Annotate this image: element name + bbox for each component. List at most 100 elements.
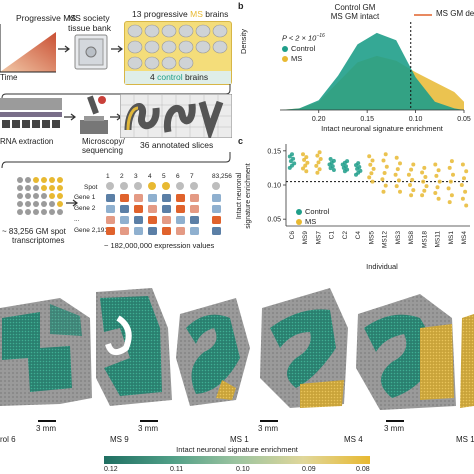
x-tick-label: C2 [342,231,349,240]
expression-label: ~ 182,000,000 expression values [104,241,215,250]
legend-ms-label: MS [291,54,303,63]
legend-c-control-dot [296,209,302,215]
expression-cell [162,194,171,202]
transcriptomes-label-1: ~ 83,256 GM spot [2,227,66,236]
microscope-icon [80,95,108,134]
spot-label: Spot [84,184,98,191]
data-point [446,186,451,191]
data-point [436,196,441,201]
slices-label: 36 annotated slices [140,140,214,150]
x-tick-label: MS12 [382,231,389,248]
expression-cell [106,216,115,224]
data-point [394,184,399,189]
x-tick-label: 0.15 [360,116,374,123]
data-point [305,160,310,165]
data-point [380,177,385,182]
expression-cell [162,205,171,213]
arrow-icon [64,113,76,121]
data-point [460,162,465,167]
data-point [345,167,350,172]
data-point [316,160,321,165]
slice-label-2: MS 9 [110,435,129,444]
slice-label-4: MS 4 [344,435,363,444]
scale-bar-1 [38,420,56,422]
data-point [449,159,454,164]
gene-label: Gene 1 [74,194,96,201]
data-point [408,183,412,187]
data-point [314,163,319,168]
scale-bar-3 [260,420,278,422]
data-point [451,172,455,177]
density-area-control [280,32,464,110]
data-point [448,179,453,184]
scale-bar-4 [386,420,404,422]
x-tick-label: MS18 [421,231,428,248]
x-tick-label: C6 [289,231,296,240]
data-point [420,170,425,175]
annotated-slices-image [120,94,232,138]
expression-cell [106,194,115,202]
legend-c-ms-dot [296,219,302,225]
transcriptomes-label-2: transcriptomes [12,236,65,245]
slide-strip-icon [0,98,62,128]
spot-number: 4 [148,173,152,180]
spot-marker [134,182,142,190]
panel-b-title-2: MS GM intact [330,12,380,21]
brain-grid [124,21,232,85]
expression-cell [176,216,185,224]
data-point [395,167,400,172]
spot-marker [162,182,170,190]
colorbar [104,456,370,464]
spot-number: 2 [120,173,124,180]
gene-labels: Gene 1 Gene 2... Gene 2,191 [74,194,108,239]
data-point [371,166,376,171]
data-point [291,156,296,161]
scale-bar-2 [140,420,158,422]
spot-number: 83,256 [212,173,232,180]
data-point [396,178,401,183]
data-point [317,167,322,172]
data-point [411,162,416,167]
x-tick-label: MS5 [368,231,375,245]
ms-society-label: MS society [68,13,110,23]
expression-cell [134,227,143,235]
expression-matrix [106,182,221,235]
x-tick-label: 0.20 [312,116,326,123]
data-point [384,164,389,169]
scale-bar-label-4: 3 mm [384,424,404,433]
data-point [383,183,388,188]
freezer-icon [74,34,108,70]
data-point [423,175,428,179]
panel-c-xlabel: Individual [366,262,398,271]
legend-top-label: MS GM de [436,9,474,18]
expression-cell [120,205,129,213]
expression-cell [134,205,143,213]
legend-ms-dot [282,56,288,62]
data-point [447,200,452,205]
panel-c-letter: c [238,136,244,146]
data-point [393,172,398,177]
data-point [422,165,427,170]
x-tick-label: 0.05 [457,116,471,123]
expression-cell [148,194,157,202]
data-point [424,184,429,189]
data-point [317,150,322,155]
data-point [357,165,362,169]
data-point [436,168,441,173]
colorbar-tick-2: 0.11 [170,466,184,473]
spot-marker [176,182,184,190]
legend-c-ms-label: MS [305,217,317,226]
slice-label-5: MS 1 [456,435,474,444]
legend-c-control-label: Control [305,207,330,216]
data-point [358,168,363,173]
control-brains-label: 4 control brains [150,72,209,82]
data-point [462,176,466,181]
data-point [394,155,399,160]
data-point [331,158,336,163]
expression-cell [134,216,143,224]
expression-cell [106,205,115,213]
x-tick-label: 0.10 [409,116,423,123]
connector-line [1,152,231,168]
data-point [437,179,442,184]
data-point [382,171,387,175]
